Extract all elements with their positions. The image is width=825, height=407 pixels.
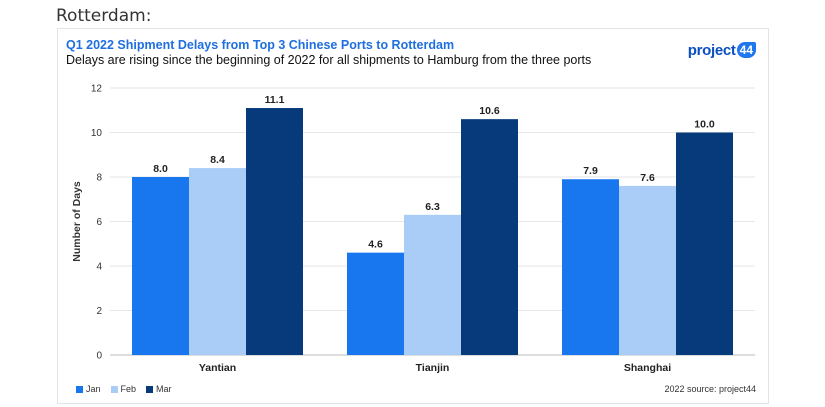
legend-swatch [146,385,154,393]
legend-item-mar: Mar [146,384,172,394]
legend-label: Jan [86,384,101,394]
x-tick-label: Shanghai [624,362,671,374]
y-tick-label: 4 [96,262,102,273]
legend-item-feb: Feb [110,384,137,394]
bar-yantian-mar [246,108,303,356]
y-tick-label: 12 [91,84,103,95]
brand-logo-badge: 44 [736,42,756,58]
legend-swatch [110,385,118,393]
bar-tianjin-jan [347,252,404,355]
bars [132,108,733,356]
legend-item-jan: Jan [76,384,101,394]
data-label: 10.0 [694,119,715,131]
legend-swatch [76,385,83,393]
bar-shanghai-feb [619,185,676,355]
brand-logo: project 44 [688,39,756,61]
y-tick-label: 10 [91,128,103,139]
y-tick-label: 0 [96,351,102,362]
brand-logo-text: project [687,41,736,59]
legend-label: Mar [156,384,172,394]
bar-chart: 0 2 4 6 8 10 12 8.0 8.4 11.1 4.6 6.3 10.6 7.9 7.6 10.0… [71,84,755,374]
y-axis-label: Number of Days [71,181,83,262]
data-label: 8.4 [210,154,225,166]
chart-subtitle: Delays are rising since the beginning of… [66,53,592,67]
bar-tianjin-feb [404,214,461,355]
data-label: 4.6 [368,239,383,251]
bar-tianjin-mar [461,119,518,356]
bar-yantian-jan [132,177,189,355]
y-tick-label: 8 [96,173,102,184]
bar-yantian-feb [189,168,246,355]
data-labels: 8.0 8.4 11.1 4.6 6.3 10.6 7.9 7.6 10.0 [153,94,715,251]
y-axis-ticks: 0 2 4 6 8 10 12 [91,84,103,362]
data-label: 11.1 [265,94,285,106]
section-heading: Rotterdam: [56,6,152,26]
data-label: 7.6 [640,172,655,184]
chart-title: Q1 2022 Shipment Delays from Top 3 Chine… [66,38,455,52]
legend: Jan Feb Mar [76,384,172,394]
source-note: 2022 source: project44 [664,384,756,394]
x-tick-label: Tianjin [416,362,450,374]
y-tick-label: 2 [96,306,102,317]
chart-card: Q1 2022 Shipment Delays from Top 3 Chine… [57,28,769,404]
x-tick-label: Yantian [199,362,236,374]
y-tick-label: 6 [96,217,102,228]
bar-shanghai-mar [676,132,733,355]
data-label: 7.9 [583,165,598,177]
x-axis-labels: Yantian Tianjin Shanghai [199,362,671,374]
data-label: 10.6 [479,105,500,117]
data-label: 8.0 [153,163,168,175]
data-label: 6.3 [425,201,440,213]
legend-label: Feb [120,384,137,394]
bar-shanghai-jan [562,179,619,355]
